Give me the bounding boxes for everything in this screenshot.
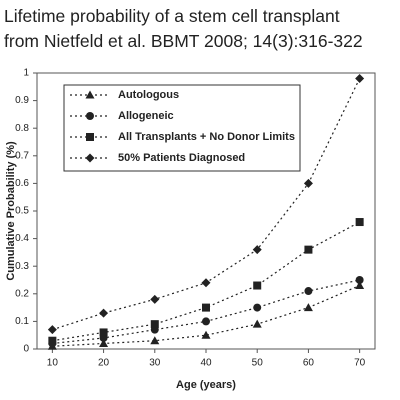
- legend-label: All Transplants + No Donor Limits: [118, 131, 295, 143]
- data-point: [99, 308, 109, 318]
- data-point: [355, 218, 364, 227]
- data-point: [252, 319, 262, 328]
- legend-box: [63, 84, 301, 172]
- chart-title: from Nietfeld et al. BBMT 2008; 14(3):31…: [4, 31, 363, 51]
- data-point: [150, 320, 159, 329]
- data-point: [303, 178, 313, 188]
- data-point: [304, 287, 313, 296]
- data-point: [201, 278, 211, 288]
- y-tick-label: 0: [23, 344, 29, 355]
- data-point: [252, 245, 262, 255]
- data-point: [99, 338, 109, 347]
- data-point: [150, 294, 160, 304]
- data-point: [202, 303, 210, 312]
- data-point: [355, 276, 364, 284]
- data-point: [201, 330, 211, 339]
- y-tick-label: 0.9: [15, 95, 29, 106]
- y-tick-label: 0.4: [15, 233, 29, 244]
- y-tick-label: 1: [23, 68, 29, 79]
- y-tick-label: 0.3: [15, 261, 29, 272]
- data-point: [303, 303, 313, 312]
- data-point: [150, 336, 160, 345]
- data-point: [253, 281, 262, 290]
- data-point: [202, 317, 210, 326]
- x-axis-label: Age (years): [176, 379, 236, 391]
- x-tick-label: 40: [200, 358, 212, 369]
- legend-marker: [86, 133, 94, 141]
- legend-label: Autologous: [118, 89, 179, 101]
- data-point: [355, 74, 365, 84]
- y-tick-label: 0.1: [15, 316, 29, 327]
- x-tick-label: 30: [149, 358, 161, 369]
- x-tick-label: 50: [252, 358, 264, 369]
- y-tick-label: 0.5: [15, 206, 29, 217]
- legend-marker: [85, 90, 95, 99]
- x-tick-label: 70: [354, 358, 366, 369]
- chart-title: Lifetime probability of a stem cell tran…: [4, 6, 340, 26]
- data-point: [355, 281, 365, 290]
- data-point: [253, 303, 262, 312]
- y-tick-label: 0.2: [15, 288, 29, 299]
- legend-marker: [85, 153, 95, 163]
- legend-label: Allogeneic: [118, 110, 174, 122]
- y-tick-label: 0.8: [15, 123, 29, 134]
- x-tick-label: 10: [47, 358, 59, 369]
- y-tick-label: 0.6: [15, 178, 29, 189]
- data-point: [47, 325, 57, 335]
- legend-label: 50% Patients Diagnosed: [118, 152, 245, 164]
- legend-marker: [86, 112, 94, 120]
- data-point: [99, 328, 108, 337]
- y-axis-label: Cumulative Probability (%): [5, 141, 17, 281]
- x-tick-label: 60: [303, 358, 315, 369]
- data-point: [304, 245, 313, 254]
- y-tick-label: 0.7: [15, 150, 29, 161]
- x-tick-label: 20: [98, 358, 110, 369]
- data-point: [48, 336, 57, 345]
